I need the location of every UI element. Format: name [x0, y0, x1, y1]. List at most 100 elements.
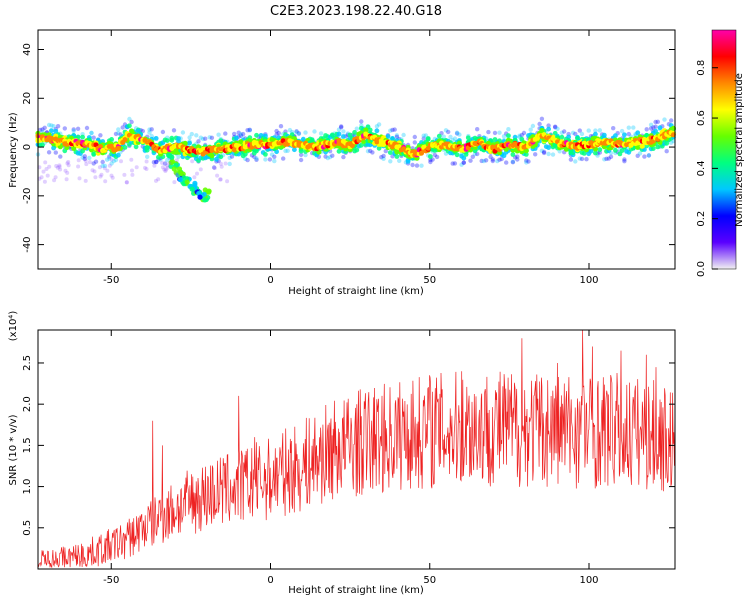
- heatmap-cell: [566, 134, 571, 140]
- heatmap-cell: [506, 127, 511, 132]
- heatmap-cell: [47, 164, 52, 169]
- heatmap-cell: [165, 157, 170, 163]
- snr-panel: -50 0 50 100 0.5 1.0 1.5 2.0 2.5 Height of stra…: [8, 311, 676, 596]
- heatmap-cell: [602, 157, 607, 162]
- heatmap-cell: [501, 153, 507, 159]
- heatmap-cell: [323, 154, 328, 159]
- heatmap-cell: [358, 142, 364, 148]
- heatmap-cell: [144, 167, 149, 171]
- heatmap-cell: [54, 164, 59, 168]
- heatmap-cell: [646, 153, 652, 158]
- spectrogram-x-ticks: -50 0 50 100: [103, 30, 599, 286]
- heatmap-cell: [669, 118, 674, 123]
- y-tick-label: 40: [22, 43, 33, 56]
- heatmap-cell: [44, 167, 49, 171]
- heatmap-cell: [365, 149, 371, 154]
- heatmap-cell: [41, 169, 46, 174]
- heatmap-cell: [93, 159, 99, 164]
- heatmap-cell: [586, 128, 591, 133]
- heatmap-cell: [519, 136, 525, 142]
- heatmap-cell: [129, 119, 134, 125]
- heatmap-cell: [354, 147, 360, 153]
- heatmap-cell: [169, 154, 175, 160]
- heatmap-cell: [109, 173, 114, 178]
- heatmap-cell: [42, 125, 47, 130]
- heatmap-cell: [539, 148, 545, 153]
- heatmap-cell: [541, 150, 547, 156]
- heatmap-cell: [247, 127, 252, 132]
- heatmap-cell: [211, 165, 217, 170]
- heatmap-cell: [151, 160, 157, 165]
- heatmap-cell: [71, 127, 76, 132]
- heatmap-cell: [454, 152, 460, 158]
- heatmap-cell: [89, 130, 94, 136]
- heatmap-cell: [49, 123, 54, 128]
- heatmap-cell: [169, 158, 175, 165]
- heatmap-cell: [197, 194, 203, 200]
- heatmap-cell: [434, 154, 440, 160]
- heatmap-cell: [149, 127, 154, 132]
- heatmap-cell: [546, 151, 551, 157]
- heatmap-cell: [238, 133, 244, 138]
- x-tick-label: -50: [103, 275, 119, 286]
- heatmap-cell: [631, 125, 636, 130]
- heatmap-cell: [486, 129, 491, 135]
- x-tick-label: 100: [579, 575, 598, 586]
- heatmap-cell: [524, 158, 529, 163]
- heatmap-cell: [46, 122, 52, 128]
- heatmap-cell: [234, 135, 239, 141]
- heatmap-cell: [209, 135, 215, 140]
- heatmap-cell: [82, 156, 88, 162]
- heatmap-cell: [92, 169, 97, 174]
- heatmap-cell: [526, 159, 531, 164]
- heatmap-cell: [272, 158, 277, 164]
- heatmap-cell: [107, 163, 112, 168]
- heatmap-cell: [113, 131, 119, 137]
- heatmap-cell: [134, 165, 139, 170]
- heatmap-cell: [192, 180, 198, 186]
- heatmap-cell: [452, 136, 458, 141]
- heatmap-cell: [383, 148, 388, 154]
- colorbar-gradient: [711, 29, 737, 270]
- heatmap-cell: [111, 158, 117, 164]
- heatmap-cell: [64, 177, 69, 182]
- heatmap-cell: [593, 128, 598, 133]
- heatmap-cell: [517, 133, 522, 138]
- heatmap-cell: [412, 140, 417, 145]
- heatmap-cell: [443, 128, 449, 133]
- heatmap-cell: [613, 148, 618, 153]
- heatmap-cell: [459, 162, 464, 167]
- heatmap-cell: [296, 131, 302, 137]
- heatmap-cell: [178, 170, 184, 176]
- snr-x-ticks: -50 0 50 100: [103, 330, 599, 586]
- heatmap-cell: [626, 125, 631, 130]
- heatmap-cell: [38, 127, 43, 133]
- heatmap-cell: [82, 154, 88, 159]
- heatmap-cell: [298, 152, 304, 157]
- heatmap-cell: [421, 133, 426, 138]
- heatmap-cell: [461, 155, 467, 161]
- heatmap-cell: [613, 133, 618, 139]
- heatmap-cell: [597, 128, 602, 133]
- heatmap-cell: [294, 129, 299, 134]
- heatmap-cell: [524, 160, 529, 165]
- heatmap-cell: [546, 123, 551, 128]
- heatmap-cell: [100, 159, 105, 165]
- heatmap-cell: [171, 166, 177, 172]
- heatmap-cell: [573, 159, 578, 164]
- heatmap-cell: [147, 127, 152, 132]
- heatmap-cell: [281, 156, 286, 161]
- heatmap-cell: [593, 131, 598, 137]
- snr-y-label: SNR (10 * v/v): [8, 414, 19, 485]
- heatmap-cell: [394, 134, 400, 139]
- heatmap-cell: [499, 156, 504, 162]
- heatmap-cell: [167, 161, 172, 166]
- heatmap-cell: [109, 143, 115, 149]
- heatmap-cell: [105, 168, 110, 173]
- heatmap-cell: [341, 134, 346, 139]
- heatmap-cell: [530, 123, 536, 129]
- heatmap-cell: [196, 139, 201, 144]
- heatmap-cell: [390, 127, 395, 133]
- heatmap-cell: [229, 154, 235, 159]
- heatmap-cell: [441, 134, 446, 139]
